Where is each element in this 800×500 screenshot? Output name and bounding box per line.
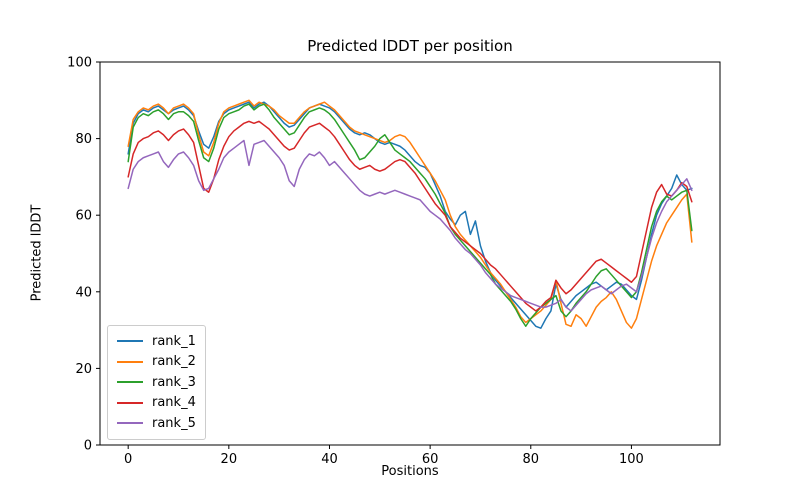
legend: rank_1 rank_2 rank_3 rank_4 rank_5	[107, 325, 206, 440]
chart-title: Predicted lDDT per position	[307, 37, 513, 55]
x-tick-label: 60	[422, 452, 439, 467]
series-line-rank_1	[127, 101, 693, 329]
y-axis-label: Predicted lDDT	[29, 204, 45, 302]
legend-line-swatch	[117, 422, 143, 425]
legend-line-swatch	[117, 401, 143, 404]
y-tick-label: 20	[75, 362, 92, 377]
legend-item-rank_4: rank_4	[117, 393, 196, 414]
legend-label: rank_4	[152, 395, 196, 411]
x-tick-label: 80	[523, 452, 540, 467]
legend-line-swatch	[117, 381, 143, 384]
legend-item-rank_1: rank_1	[117, 331, 196, 352]
legend-item-rank_2: rank_2	[117, 352, 196, 373]
plot-border	[99, 61, 721, 446]
series-line-rank_4	[127, 120, 693, 312]
legend-label: rank_3	[152, 374, 196, 390]
y-tick-label: 80	[75, 132, 92, 147]
series-line-rank_3	[127, 103, 693, 328]
legend-item-rank_3: rank_3	[117, 372, 196, 393]
y-tick-label: 100	[67, 56, 92, 71]
y-tick-label: 60	[75, 209, 92, 224]
legend-line-swatch	[117, 360, 143, 363]
x-tick-label: 20	[221, 452, 238, 467]
series-line-rank_2	[127, 99, 693, 329]
y-tick-label: 40	[75, 285, 92, 300]
legend-label: rank_5	[152, 415, 196, 431]
x-tick-label: 0	[124, 452, 132, 467]
legend-label: rank_2	[152, 354, 196, 370]
x-tick-label: 100	[619, 452, 644, 467]
legend-item-rank_5: rank_5	[117, 413, 196, 434]
legend-label: rank_1	[152, 333, 196, 349]
x-axis-label: Positions	[381, 464, 439, 479]
x-tick-label: 40	[321, 452, 338, 467]
series-line-rank_5	[127, 139, 693, 312]
y-tick-label: 0	[84, 439, 92, 454]
legend-line-swatch	[117, 340, 143, 343]
